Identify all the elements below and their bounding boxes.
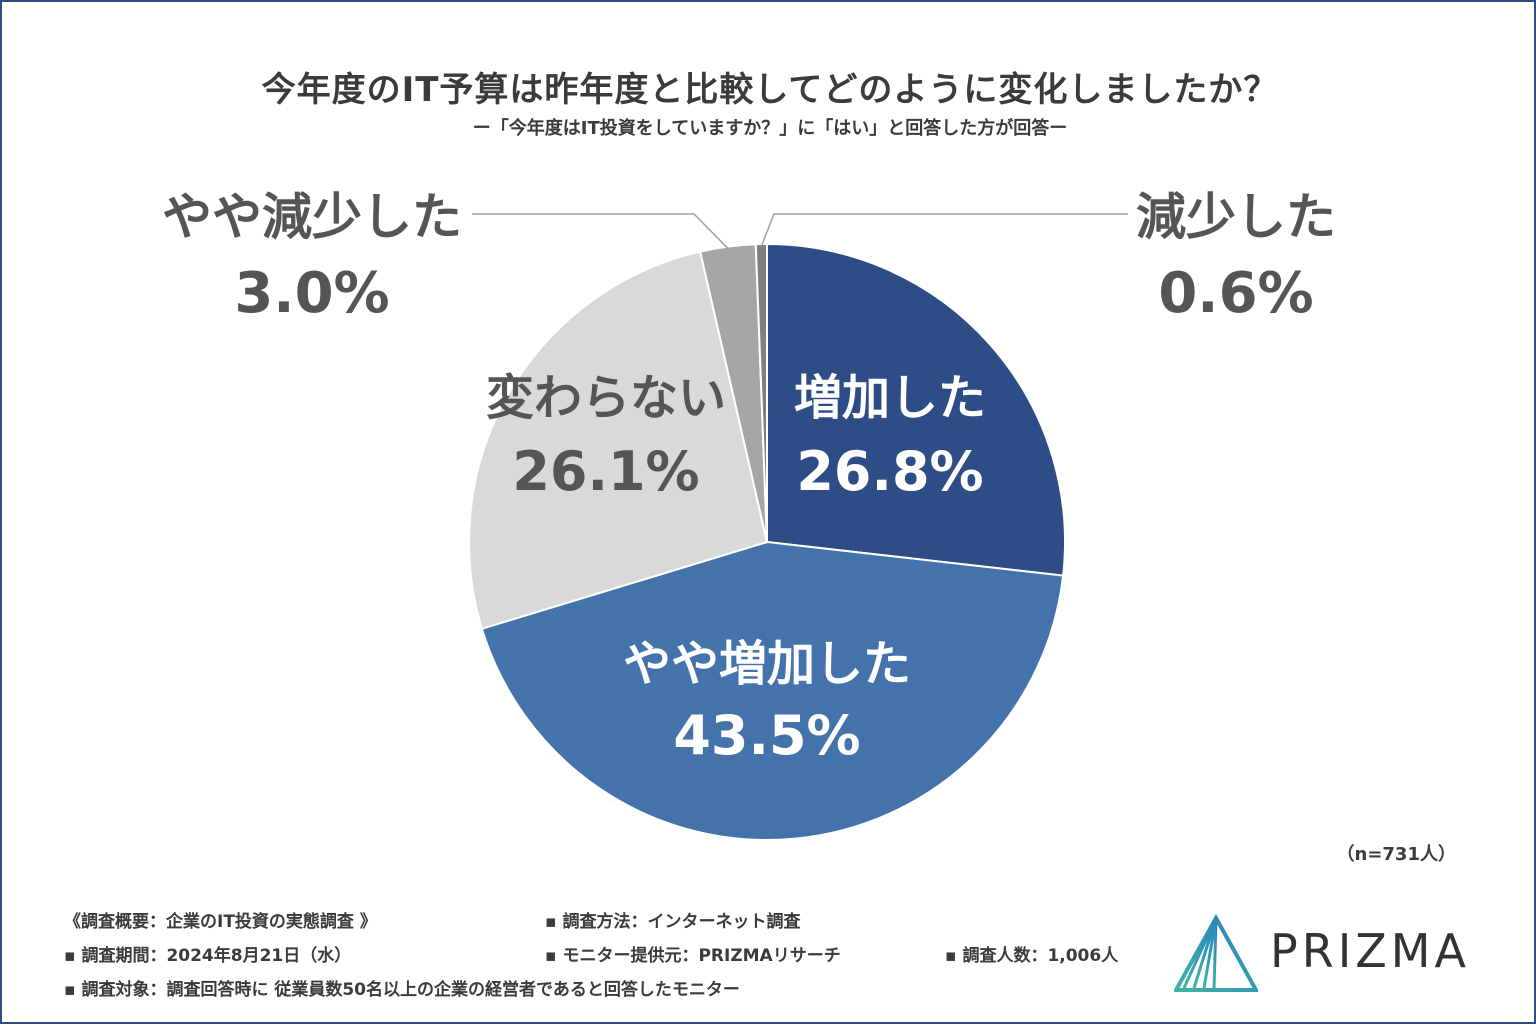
leader-line-4 xyxy=(472,213,729,250)
survey-period: ▪ 調査期間：2024年8月21日（水） xyxy=(64,946,352,966)
chart-title: 今年度のIT予算は昨年度と比較してどのように変化しましたか？ xyxy=(261,70,1279,110)
slice-label-3: 変わらない xyxy=(486,370,726,426)
survey-target: ▪ 調査対象：調査回答時に 従業員数50名以上の企業の経営者であると回答したモニ… xyxy=(64,980,740,1000)
survey-provider: ▪ モニター提供元：PRIZMAリサーチ xyxy=(545,946,841,966)
chart-subtitle: ー「今年度はIT投資をしていますか？」に「はい」と回答した方が回答ー xyxy=(472,118,1068,139)
slice-label-4: やや減少した xyxy=(162,188,462,246)
slice-label-1: 増加した xyxy=(794,370,986,426)
slice-value-5: 0.6% xyxy=(1158,261,1313,326)
pie-slice-2 xyxy=(480,540,1065,841)
survey-method: ▪ 調査方法：インターネット調査 xyxy=(545,912,801,932)
survey-count: ▪ 調査人数：1,006人 xyxy=(945,946,1119,966)
prizma-logo-icon xyxy=(1172,913,1260,992)
pie-slice-3 xyxy=(468,250,769,630)
slice-label-2: やや増加した xyxy=(623,636,911,692)
slice-value-4: 3.0% xyxy=(234,261,389,326)
pie-slice-5 xyxy=(754,242,768,543)
leader-line-5 xyxy=(760,213,1128,247)
sample-size-label: （n=731人） xyxy=(1336,844,1456,865)
slice-label-5: 減少した xyxy=(1136,188,1336,246)
pie-slice-1 xyxy=(766,242,1066,577)
slice-value-3: 26.1% xyxy=(512,440,699,503)
slice-value-2: 43.5% xyxy=(673,704,860,767)
slice-value-1: 26.8% xyxy=(796,440,983,503)
prizma-logo-text: PRIZMA xyxy=(1270,924,1470,978)
prizma-logo: PRIZMA xyxy=(1172,913,1494,994)
survey-overview: 《調査概要：企業のIT投資の実態調査 》 xyxy=(64,912,377,932)
